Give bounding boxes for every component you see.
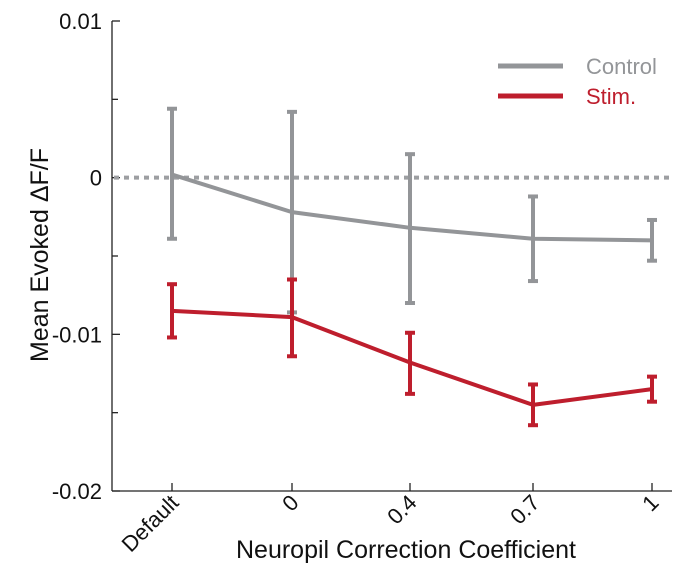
x-tick-label: 1	[637, 490, 663, 516]
series-control	[167, 106, 657, 315]
y-tick-label: 0	[90, 166, 102, 191]
series-stim	[167, 277, 657, 428]
y-tick-label: -0.02	[52, 479, 102, 504]
axes: -0.02 -0.01 0 0.01 Default 0 0.4 0.7 1	[52, 9, 672, 557]
error-bar	[647, 217, 657, 263]
x-tick-label: 0	[277, 490, 303, 516]
error-bar	[528, 382, 538, 428]
legend: Control Stim.	[498, 54, 657, 109]
error-bar	[647, 374, 657, 404]
error-bar	[167, 106, 177, 241]
error-bar	[405, 152, 415, 305]
y-axis-label: Mean Evoked ΔF/F	[26, 148, 54, 362]
y-tick-label: -0.01	[52, 322, 102, 347]
error-bar	[287, 277, 297, 359]
plot-area	[167, 106, 657, 428]
x-tick-label: 0.4	[382, 490, 421, 529]
error-bar	[167, 282, 177, 340]
error-bar	[528, 194, 538, 284]
legend-label: Control	[586, 54, 657, 79]
error-bar	[405, 330, 415, 396]
legend-label: Stim.	[586, 84, 636, 109]
x-axis-label: Neuropil Correction Coefficient	[236, 536, 576, 564]
y-tick-label: 0.01	[59, 9, 102, 34]
x-tick-label: 0.7	[505, 490, 544, 529]
x-tick-label: Default	[117, 490, 184, 557]
